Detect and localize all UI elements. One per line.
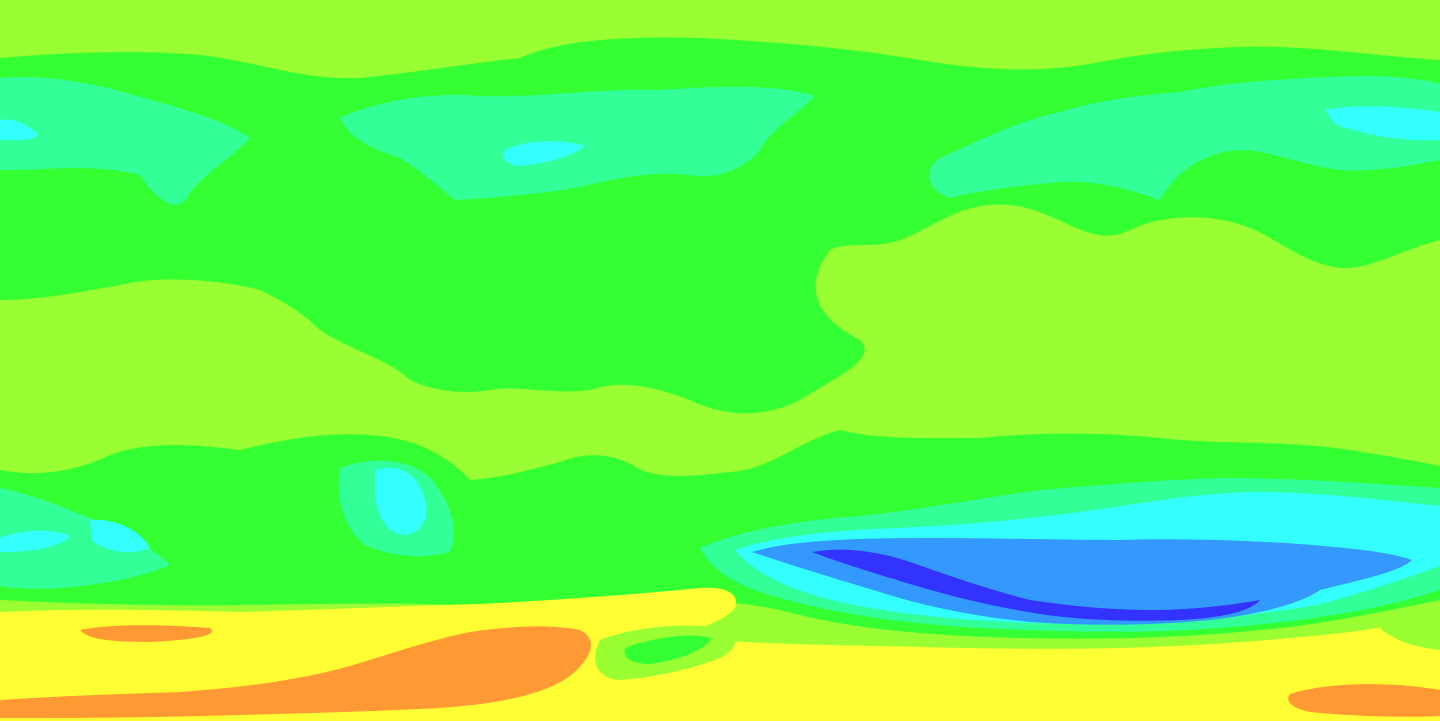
region-band-3-north-b	[503, 141, 585, 166]
region-band-4-north-center	[340, 86, 815, 200]
region-band-3-south-center	[375, 467, 427, 535]
region-band-4-south-west	[0, 488, 170, 589]
region-band-5-south-patch	[624, 635, 712, 664]
region-band-1	[812, 549, 1260, 621]
region-band-3-south-west-b	[90, 519, 150, 553]
region-band-3-north-a	[0, 119, 38, 141]
region-band-8-east	[1288, 684, 1440, 717]
region-band-4-north-west	[0, 76, 250, 205]
region-band-6-south-edge	[1380, 616, 1440, 650]
region-band-3-north-c	[1325, 106, 1440, 141]
region-band-3-south-west	[0, 530, 70, 552]
region-band-8-west	[80, 625, 212, 642]
region-band-8-center	[0, 626, 591, 718]
region-band-4-north-east	[929, 76, 1440, 200]
